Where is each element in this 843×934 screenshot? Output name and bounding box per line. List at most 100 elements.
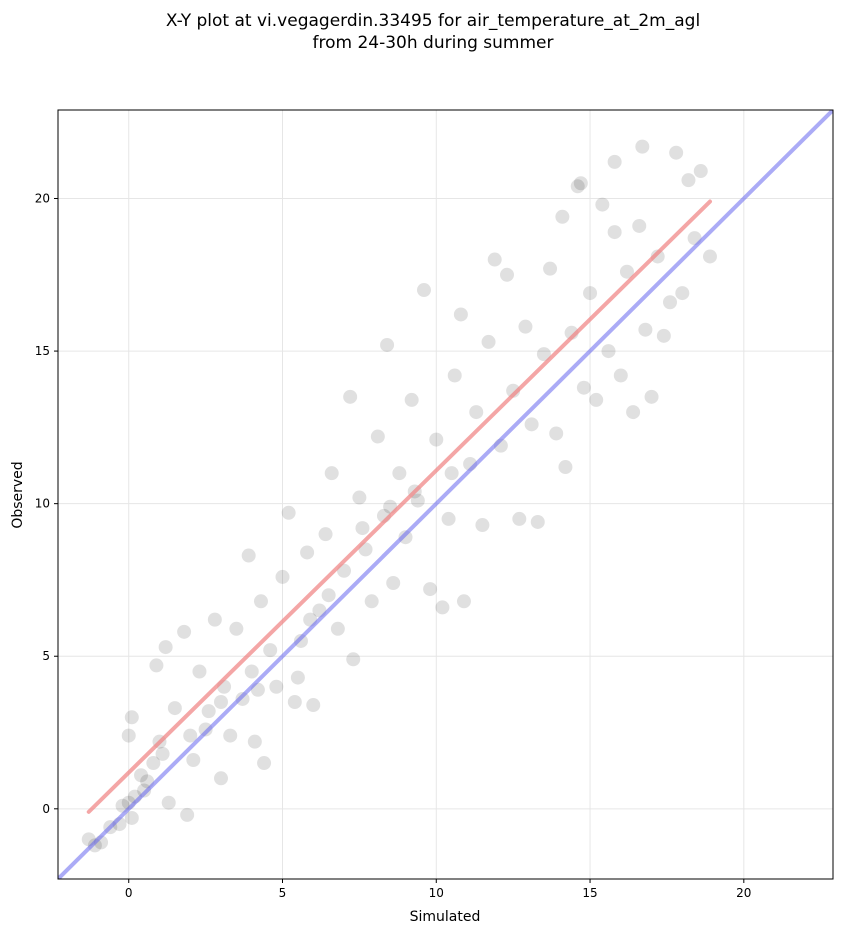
- data-point: [512, 511, 527, 526]
- data-point: [613, 368, 628, 383]
- y-tick-label: 20: [35, 191, 50, 205]
- data-point: [134, 768, 149, 783]
- data-point: [475, 518, 490, 533]
- data-point: [167, 701, 182, 716]
- data-point: [293, 633, 308, 648]
- data-point: [518, 319, 533, 334]
- data-point: [324, 466, 339, 481]
- data-point: [161, 795, 176, 810]
- data-points: [81, 139, 717, 853]
- data-point: [281, 505, 296, 520]
- data-point: [423, 582, 438, 597]
- data-point: [638, 322, 653, 337]
- x-tick-label: 0: [125, 886, 133, 900]
- data-point: [343, 389, 358, 404]
- y-axis-label: Observed: [10, 461, 26, 528]
- data-point: [155, 746, 170, 761]
- data-point: [656, 328, 671, 343]
- data-point: [269, 679, 284, 694]
- data-point: [201, 704, 216, 719]
- data-point: [275, 569, 290, 584]
- data-point: [644, 389, 659, 404]
- x-axis-label: Simulated: [410, 909, 481, 925]
- x-tick-label: 10: [429, 886, 444, 900]
- data-point: [137, 783, 152, 798]
- data-point: [441, 511, 456, 526]
- data-point: [524, 417, 539, 432]
- data-point: [444, 466, 459, 481]
- data-point: [619, 264, 634, 279]
- data-point: [500, 267, 515, 282]
- grid-lines: [58, 110, 833, 879]
- data-point: [386, 575, 401, 590]
- data-point: [595, 197, 610, 212]
- data-point: [207, 612, 222, 627]
- data-point: [121, 728, 136, 743]
- data-point: [241, 548, 256, 563]
- data-point: [253, 594, 268, 609]
- plot-area-frame: [57, 109, 834, 880]
- data-point: [244, 664, 259, 679]
- chart-title: X-Y plot at vi.vegagerdin.33495 for air_…: [166, 11, 700, 31]
- data-point: [558, 460, 573, 475]
- data-point: [306, 698, 321, 713]
- data-point: [330, 621, 345, 636]
- data-point: [223, 728, 238, 743]
- data-point: [380, 337, 395, 352]
- data-point: [570, 179, 585, 194]
- data-point: [287, 695, 302, 710]
- data-point: [487, 252, 502, 267]
- data-point: [290, 670, 305, 685]
- data-point: [300, 545, 315, 560]
- data-point: [146, 756, 161, 771]
- x-tick-label: 20: [736, 886, 751, 900]
- data-point: [453, 307, 468, 322]
- data-point: [663, 295, 678, 310]
- chart-subtitle: from 24-30h during summer: [313, 33, 554, 53]
- data-point: [398, 530, 413, 545]
- data-point: [364, 594, 379, 609]
- data-point: [635, 139, 650, 154]
- data-point: [632, 218, 647, 233]
- data-point: [607, 154, 622, 169]
- data-point: [392, 466, 407, 481]
- data-point: [607, 225, 622, 240]
- data-point: [583, 286, 598, 301]
- data-point: [180, 807, 195, 822]
- data-point: [192, 664, 207, 679]
- data-point: [158, 640, 173, 655]
- data-point: [555, 209, 570, 224]
- data-point: [650, 249, 665, 264]
- reference-lines: [58, 110, 833, 879]
- y-tick-label: 15: [35, 344, 50, 358]
- data-point: [124, 710, 139, 725]
- data-point: [675, 286, 690, 301]
- x-axis-ticks: 0 5 10 15 20: [125, 879, 751, 900]
- data-point: [257, 756, 272, 771]
- data-point: [576, 380, 591, 395]
- data-point: [213, 695, 228, 710]
- data-point: [626, 405, 641, 420]
- data-point: [693, 164, 708, 179]
- data-point: [416, 283, 431, 298]
- identity-line: [58, 110, 833, 879]
- data-point: [198, 722, 213, 737]
- data-point: [530, 514, 545, 529]
- data-point: [352, 490, 367, 505]
- y-tick-label: 0: [42, 802, 50, 816]
- data-point: [435, 600, 450, 615]
- data-point: [681, 173, 696, 188]
- data-point: [177, 624, 192, 639]
- data-point: [429, 432, 444, 447]
- x-tick-label: 15: [582, 886, 597, 900]
- data-point: [235, 691, 250, 706]
- data-point: [481, 334, 496, 349]
- data-point: [229, 621, 244, 636]
- data-point: [183, 728, 198, 743]
- data-point: [263, 643, 278, 658]
- data-point: [456, 594, 471, 609]
- fit-line: [86, 199, 712, 814]
- x-tick-label: 5: [279, 886, 287, 900]
- data-point: [601, 344, 616, 359]
